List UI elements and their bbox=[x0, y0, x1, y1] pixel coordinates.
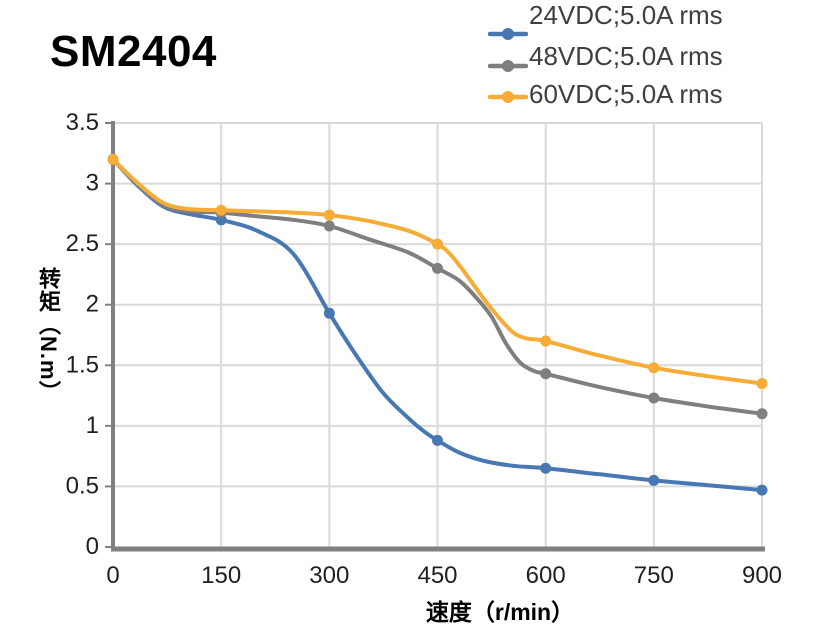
legend-label-1: 48VDC;5.0A rms bbox=[529, 41, 723, 71]
series-marker-2 bbox=[756, 377, 768, 389]
series-marker-1 bbox=[756, 408, 768, 420]
series-marker-0 bbox=[432, 434, 443, 446]
series-marker-2 bbox=[107, 153, 119, 165]
y-tick-label: 3 bbox=[86, 170, 99, 197]
y-tick-label: 2.5 bbox=[66, 230, 99, 257]
legend-marker-1 bbox=[488, 60, 528, 72]
series-marker-2 bbox=[432, 238, 443, 250]
legend-label-2: 60VDC;5.0A rms bbox=[529, 79, 723, 109]
legend-marker-2 bbox=[488, 91, 528, 103]
series-marker-2 bbox=[540, 335, 552, 347]
y-tick-label: 1.5 bbox=[66, 351, 99, 378]
legend-dot bbox=[502, 28, 514, 40]
series-marker-0 bbox=[323, 307, 335, 319]
series-curve-1 bbox=[111, 157, 764, 416]
y-tick-label: 3.5 bbox=[66, 109, 99, 136]
legend-label-0: 24VDC;5.0A rms bbox=[529, 0, 723, 30]
y-axis-title: 转矩（N.m） bbox=[36, 266, 61, 404]
series-marker-2 bbox=[648, 362, 660, 374]
legend-marker-0 bbox=[488, 28, 528, 40]
y-tick-label: 1 bbox=[86, 412, 99, 439]
x-tick-label: 900 bbox=[742, 562, 782, 589]
x-tick-label: 600 bbox=[526, 562, 566, 589]
legend-dot bbox=[502, 91, 514, 103]
legend-dot bbox=[502, 60, 514, 72]
series-curve-2 bbox=[111, 157, 764, 386]
legend: 24VDC;5.0A rms 48VDC;5.0A rms 60VDC;5.0A r… bbox=[480, 0, 770, 130]
x-tick-label: 750 bbox=[634, 562, 674, 589]
series-curve-0 bbox=[111, 157, 764, 493]
series-marker-2 bbox=[215, 204, 227, 216]
series-marker-0 bbox=[540, 462, 552, 474]
series-marker-1 bbox=[540, 368, 552, 380]
series-marker-2 bbox=[323, 209, 335, 221]
x-tick-label: 150 bbox=[201, 562, 241, 589]
y-tick-label: 0.5 bbox=[66, 472, 99, 499]
x-tick-label: 300 bbox=[309, 562, 349, 589]
x-axis-title: 速度（r/min） bbox=[425, 599, 575, 625]
chart-title: SM2404 bbox=[50, 27, 217, 76]
x-tick-label: 0 bbox=[106, 562, 119, 589]
x-tick-label: 450 bbox=[417, 562, 457, 589]
series-marker-1 bbox=[432, 262, 443, 274]
series-marker-1 bbox=[323, 220, 335, 232]
y-tick-label: 2 bbox=[86, 291, 99, 318]
series-marker-0 bbox=[648, 474, 660, 486]
series-marker-0 bbox=[756, 484, 768, 496]
y-tick-label: 0 bbox=[86, 533, 99, 560]
series-marker-1 bbox=[648, 392, 660, 404]
